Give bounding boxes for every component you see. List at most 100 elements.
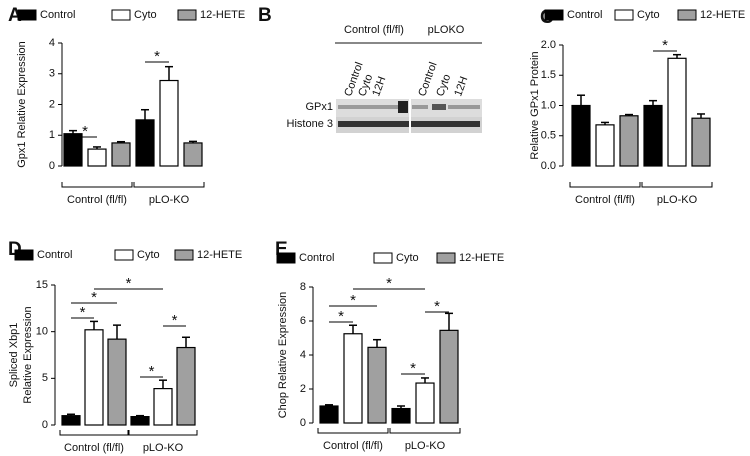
legend-label: Cyto bbox=[396, 252, 419, 264]
legend-label: 12-HETE bbox=[700, 9, 745, 21]
x-tick-label: pLO-KO bbox=[405, 440, 446, 452]
annotation: * bbox=[434, 298, 440, 315]
blot-group-label: Control (fl/fl) bbox=[344, 24, 404, 36]
annotation: * bbox=[172, 312, 178, 329]
legend-swatch bbox=[111, 9, 131, 21]
bar bbox=[391, 407, 411, 424]
bar bbox=[415, 382, 435, 424]
blot-group-label: pLOKO bbox=[428, 24, 465, 36]
y-axis-label: Spliced Xbp1 bbox=[8, 323, 20, 388]
y-tick-label: 5 bbox=[42, 372, 48, 384]
y-tick-label: 10 bbox=[36, 326, 48, 338]
annotation: * bbox=[149, 363, 155, 380]
y-tick-label: 2 bbox=[300, 383, 306, 395]
y-tick-label: 0.5 bbox=[541, 130, 556, 142]
blot-band bbox=[398, 101, 408, 113]
bar bbox=[343, 333, 363, 424]
annotation: * bbox=[386, 275, 392, 292]
annotation: * bbox=[154, 48, 160, 65]
legend-label: Control bbox=[567, 9, 602, 21]
legend-swatch bbox=[276, 252, 296, 264]
y-axis-label: Chop Relative Expression bbox=[277, 292, 289, 419]
bar bbox=[63, 133, 83, 167]
legend-swatch bbox=[14, 249, 34, 261]
legend-label: Cyto bbox=[137, 249, 160, 261]
y-tick-label: 1.0 bbox=[541, 99, 556, 111]
x-tick-label: pLO-KO bbox=[143, 442, 184, 454]
bar bbox=[153, 388, 173, 426]
legend-swatch bbox=[677, 9, 697, 21]
bar bbox=[571, 104, 591, 167]
legend-swatch bbox=[177, 9, 197, 21]
legend-label: 12-HETE bbox=[200, 9, 245, 21]
y-tick-label: 0 bbox=[49, 160, 55, 172]
bar bbox=[439, 329, 459, 424]
blot-band bbox=[448, 105, 480, 109]
bar bbox=[319, 405, 339, 424]
blot-band bbox=[338, 105, 398, 109]
annotation: * bbox=[662, 37, 668, 54]
annotation: * bbox=[91, 289, 97, 306]
bar bbox=[367, 346, 387, 424]
y-tick-label: 0.0 bbox=[541, 160, 556, 172]
legend-label: Cyto bbox=[637, 9, 660, 21]
group-bracket bbox=[61, 182, 133, 188]
group-bracket bbox=[59, 430, 129, 436]
bar bbox=[111, 142, 131, 167]
legend-swatch bbox=[17, 9, 37, 21]
y-tick-label: 0 bbox=[42, 419, 48, 431]
y-tick-label: 1.5 bbox=[541, 69, 556, 81]
bar bbox=[595, 124, 615, 167]
group-bracket bbox=[641, 182, 713, 188]
group-bracket bbox=[389, 428, 461, 434]
x-tick-label: pLO-KO bbox=[657, 194, 698, 206]
group-bracket bbox=[128, 430, 198, 436]
group-bracket bbox=[317, 428, 389, 434]
y-tick-label: 6 bbox=[300, 315, 306, 327]
y-tick-label: 4 bbox=[300, 349, 306, 361]
x-tick-label: pLO-KO bbox=[149, 194, 190, 206]
annotation: * bbox=[350, 292, 356, 309]
blot-lane-label: 12H bbox=[452, 75, 470, 98]
panel-label: B bbox=[258, 5, 272, 26]
annotation: * bbox=[338, 308, 344, 325]
x-tick-label: Control (fl/fl) bbox=[575, 194, 635, 206]
annotation: * bbox=[126, 275, 132, 292]
legend-label: Control bbox=[40, 9, 75, 21]
annotation: * bbox=[82, 123, 88, 140]
y-axis-label: Relative Expression bbox=[22, 306, 34, 403]
legend-swatch bbox=[614, 9, 634, 21]
blot-band bbox=[432, 104, 446, 110]
legend-label: Control bbox=[37, 249, 72, 261]
y-axis-label: Relative GPx1 Protein bbox=[529, 51, 541, 159]
legend-swatch bbox=[174, 249, 194, 261]
annotation: * bbox=[80, 304, 86, 321]
y-tick-label: 2 bbox=[49, 98, 55, 110]
legend-swatch bbox=[436, 252, 456, 264]
bar bbox=[183, 142, 203, 167]
blot-panel: B Control (fl/fl) pLOKO GPx1 Histone 3 bbox=[258, 5, 482, 134]
bar bbox=[135, 119, 155, 167]
blot-band bbox=[412, 105, 428, 109]
bar bbox=[107, 338, 127, 426]
bar bbox=[87, 148, 107, 167]
bar bbox=[643, 104, 663, 167]
bar bbox=[176, 346, 196, 426]
x-tick-label: Control (fl/fl) bbox=[323, 440, 383, 452]
bar bbox=[667, 57, 687, 167]
annotation: * bbox=[410, 360, 416, 377]
bar bbox=[61, 415, 81, 426]
y-tick-label: 8 bbox=[300, 281, 306, 293]
legend-swatch bbox=[114, 249, 134, 261]
y-tick-label: 3 bbox=[49, 68, 55, 80]
blot-row-label: GPx1 bbox=[305, 101, 333, 113]
group-bracket bbox=[133, 182, 205, 188]
chart-panel: CControlCyto12-HETE0.00.51.01.52.0Relati… bbox=[529, 7, 745, 206]
y-tick-label: 4 bbox=[49, 37, 55, 49]
x-tick-label: Control (fl/fl) bbox=[67, 194, 127, 206]
x-tick-label: Control (fl/fl) bbox=[64, 442, 124, 454]
